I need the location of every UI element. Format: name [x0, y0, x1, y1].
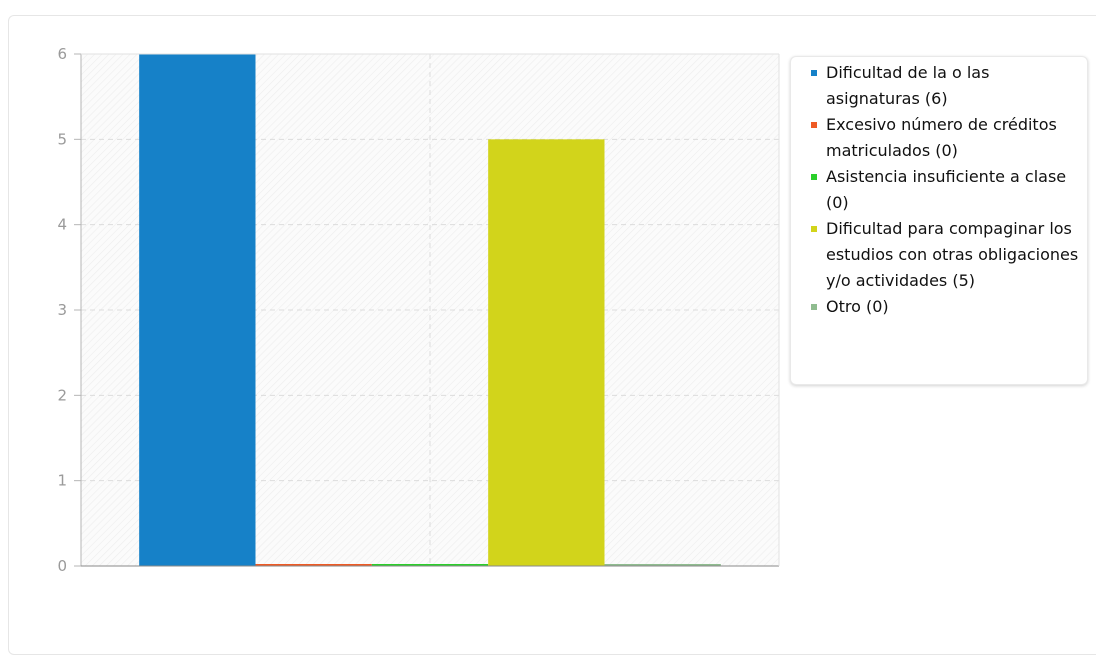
bar[interactable] [371, 564, 489, 566]
legend-item-label: Dificultad de la o las asignaturas (6) [826, 63, 990, 108]
legend-swatch [811, 304, 817, 310]
bar[interactable] [604, 564, 721, 566]
bar[interactable] [139, 54, 256, 566]
legend-item[interactable]: Dificultad para compaginar los estudios … [811, 216, 1079, 294]
bars [139, 54, 721, 567]
y-tick-label: 3 [57, 301, 67, 319]
legend: Dificultad de la o las asignaturas (6) E… [790, 56, 1088, 385]
legend-item[interactable]: Excesivo número de créditos matriculados… [811, 112, 1079, 164]
legend-swatch [811, 122, 817, 128]
legend-item[interactable]: Otro (0) [811, 294, 1079, 320]
legend-item[interactable]: Dificultad de la o las asignaturas (6) [811, 60, 1079, 112]
legend-swatch [811, 226, 817, 232]
bar[interactable] [255, 564, 372, 566]
bar[interactable] [488, 139, 605, 567]
y-tick-label: 6 [57, 45, 67, 63]
legend-swatch [811, 70, 817, 76]
y-tick-label: 5 [57, 130, 67, 148]
legend-item-label: Excesivo número de créditos matriculados… [826, 115, 1057, 160]
y-tick-label: 0 [57, 557, 67, 575]
y-tick-labels: 0 1 2 3 4 5 6 [57, 45, 81, 575]
legend-swatch [811, 174, 817, 180]
legend-item-label: Dificultad para compaginar los estudios … [826, 219, 1079, 290]
grid [81, 53, 779, 566]
legend-item-label: Asistencia insuficiente a clase (0) [826, 167, 1067, 212]
y-tick-label: 1 [57, 472, 67, 490]
legend-item[interactable]: Asistencia insuficiente a clase (0) [811, 164, 1079, 216]
y-tick-label: 2 [57, 386, 67, 404]
legend-item-label: Otro (0) [826, 297, 889, 316]
y-tick-label: 4 [57, 216, 67, 234]
